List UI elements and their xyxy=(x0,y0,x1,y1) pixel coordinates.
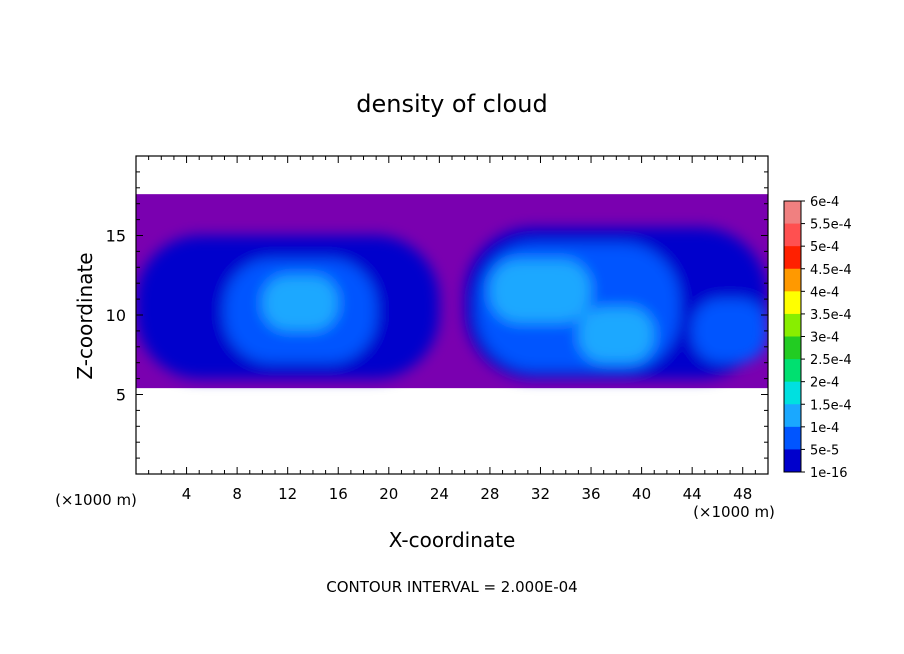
x-axis-label: X-coordinate xyxy=(389,528,516,552)
x-tick-label-6: 28 xyxy=(480,485,499,503)
x-tick-label-2: 12 xyxy=(278,485,297,503)
colorbar-label-3: 4.5e-4 xyxy=(810,263,852,278)
colorbar-label-12: 1e-16 xyxy=(810,466,848,481)
x-tick-label-1: 8 xyxy=(232,485,242,503)
colorbar-swatch-4 xyxy=(784,291,801,315)
colorbar-label-10: 1e-4 xyxy=(810,421,839,436)
density-field xyxy=(136,194,768,389)
chart-title: density of cloud xyxy=(356,90,547,118)
x-tick-label-10: 44 xyxy=(683,485,702,503)
colorbar-label-0: 6e-4 xyxy=(810,195,839,210)
colorbar-label-11: 5e-5 xyxy=(810,443,839,458)
x-tick-label-5: 24 xyxy=(430,485,449,503)
density-region-7 xyxy=(578,307,655,363)
colorbar-label-4: 4e-4 xyxy=(810,285,839,300)
colorbar-swatch-0 xyxy=(784,201,801,225)
density-region-8 xyxy=(692,299,768,363)
colorbar-label-6: 3e-4 xyxy=(810,331,839,346)
x-axis-ticks: 4 8 12 16 20 24 28 32 36 40 44 48 xyxy=(148,156,756,503)
colorbar-label-5: 3.5e-4 xyxy=(810,308,852,323)
x-tick-label-9: 40 xyxy=(632,485,651,503)
colorbar-swatch-5 xyxy=(784,313,801,337)
colorbar-label-7: 2.5e-4 xyxy=(810,353,852,368)
density-region-6 xyxy=(489,259,592,323)
y-axis-label: Z-coordinate xyxy=(73,252,97,379)
x-tick-label-11: 48 xyxy=(733,485,752,503)
y-axis-ticks: 5 10 15 xyxy=(106,171,768,459)
y-tick-label-2: 15 xyxy=(106,227,126,246)
colorbar-swatch-6 xyxy=(784,336,801,360)
density-region-5 xyxy=(262,275,339,331)
x-tick-label-4: 20 xyxy=(379,485,398,503)
colorbar-label-9: 1.5e-4 xyxy=(810,398,852,413)
colorbar-label-8: 2e-4 xyxy=(810,376,839,391)
x-tick-label-7: 32 xyxy=(531,485,550,503)
colorbar-swatch-8 xyxy=(784,381,801,405)
colorbar-swatch-11 xyxy=(784,449,801,473)
y-tick-label-0: 5 xyxy=(116,386,126,405)
x-tick-label-3: 16 xyxy=(329,485,348,503)
x-tick-label-0: 4 xyxy=(182,485,192,503)
colorbar-swatch-2 xyxy=(784,246,801,270)
contour-interval-note: CONTOUR INTERVAL = 2.000E-04 xyxy=(326,578,577,596)
colorbar-swatch-9 xyxy=(784,404,801,428)
x-unit-label-right: (×1000 m) xyxy=(693,503,775,521)
x-unit-label-left: (×1000 m) xyxy=(55,491,137,509)
x-tick-label-8: 36 xyxy=(581,485,600,503)
colorbar-swatch-10 xyxy=(784,426,801,450)
colorbar-swatch-7 xyxy=(784,359,801,383)
colorbar-frame xyxy=(783,200,802,473)
colorbar-swatch-3 xyxy=(784,268,801,292)
colorbar: 6e-4 5.5e-4 5e-4 4.5e-4 4e-4 3.5e-4 3e-4 2.5e-4… xyxy=(783,195,852,481)
y-tick-label-1: 10 xyxy=(106,306,126,325)
colorbar-label-1: 5.5e-4 xyxy=(810,218,852,233)
colorbar-label-2: 5e-4 xyxy=(810,240,839,255)
colorbar-swatch-1 xyxy=(784,223,801,247)
